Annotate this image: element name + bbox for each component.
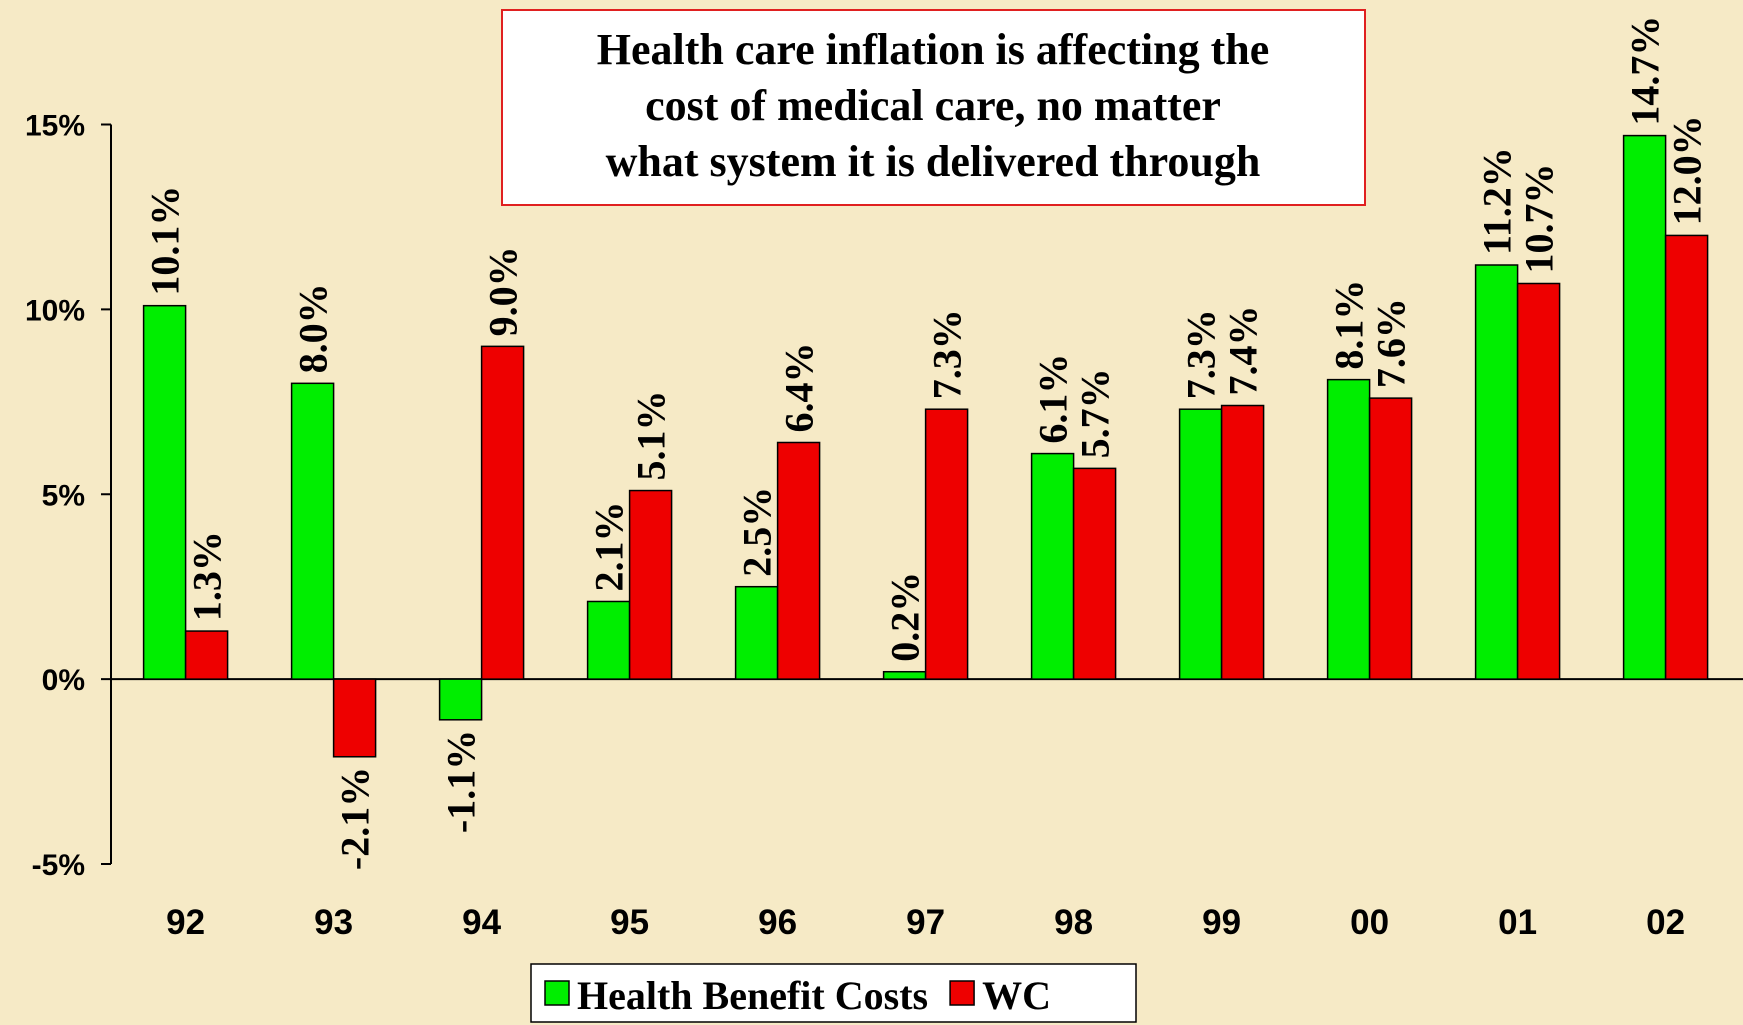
data-label: 0.2% [883, 572, 928, 662]
data-label: 5.7% [1073, 368, 1118, 458]
data-label: 6.4% [777, 342, 822, 432]
title-box [501, 9, 1366, 206]
bar [332, 678, 377, 758]
y-tick-label: 5% [42, 479, 85, 512]
data-label: 5.1% [629, 391, 674, 481]
data-label: 7.6% [1369, 298, 1414, 388]
data-label: 7.3% [925, 309, 970, 399]
y-tick-label: -5% [32, 849, 85, 882]
chart-title: what system it is delivered through [606, 137, 1261, 186]
data-label: 6.1% [1031, 354, 1076, 444]
x-tick-label: 99 [1202, 903, 1241, 942]
data-label: 8.1% [1327, 280, 1372, 370]
bar [290, 382, 335, 680]
x-tick-label: 01 [1498, 903, 1537, 942]
x-tick-label: 02 [1646, 903, 1685, 942]
bar [628, 489, 673, 680]
legend-swatch [949, 980, 975, 1006]
x-tick-label: 94 [462, 903, 501, 942]
bar [1220, 404, 1265, 680]
bar [924, 408, 969, 680]
legend-label: WC [982, 973, 1051, 1018]
x-tick-label: 96 [758, 903, 797, 942]
legend-label: Health Benefit Costs [577, 973, 928, 1018]
bar [776, 441, 821, 680]
x-tick-label: 00 [1350, 903, 1389, 942]
bar [184, 630, 229, 680]
data-label: 10.7% [1517, 163, 1562, 273]
bar [1030, 452, 1075, 680]
bar [1474, 264, 1519, 680]
plot: -5% 0% 5% 10% 15% 92 10.1% 1.3% 93 8.0% -2.1% 94 -1.… [25, 16, 1743, 942]
y-tick-label: 10% [25, 294, 85, 327]
x-tick-label: 95 [610, 903, 649, 942]
bar [1368, 397, 1413, 680]
data-label: 2.1% [587, 501, 632, 591]
bar [1664, 234, 1709, 680]
data-label: 7.3% [1179, 309, 1224, 399]
chart-title: cost of medical care, no matter [645, 81, 1221, 130]
data-label: -2.1% [333, 767, 378, 870]
bar [142, 304, 187, 680]
bar [1326, 378, 1371, 680]
title: Health care inflation is affecting the co… [597, 25, 1270, 186]
x-tick-label: 93 [314, 903, 353, 942]
legend-swatch [544, 980, 570, 1006]
bar [1622, 134, 1667, 680]
data-label: 7.4% [1221, 306, 1266, 396]
bar [1178, 408, 1223, 680]
bar [1516, 282, 1561, 680]
data-label: 9.0% [481, 246, 526, 336]
bar [882, 670, 927, 680]
legend-box [530, 963, 1137, 1023]
y-tick-label: 0% [42, 664, 85, 697]
data-label: 1.3% [185, 531, 230, 621]
data-label: -1.1% [439, 730, 484, 833]
chart-title: Health care inflation is affecting the [597, 25, 1270, 74]
bar [1072, 467, 1117, 680]
data-label: 11.2% [1475, 147, 1520, 255]
data-label: 8.0% [291, 283, 336, 373]
data-label: 10.1% [143, 186, 188, 296]
x-tick-label: 98 [1054, 903, 1093, 942]
bar [480, 345, 525, 680]
data-label: 14.7% [1623, 16, 1668, 126]
bar [586, 600, 631, 680]
data-label: 2.5% [735, 487, 780, 577]
data-label: 12.0% [1665, 115, 1710, 225]
y-tick-label: 15% [25, 110, 85, 143]
legend: Health Benefit Costs WC [530, 963, 1137, 1023]
bar [438, 678, 483, 721]
bar [734, 585, 779, 680]
x-tick-label: 92 [166, 903, 205, 942]
x-tick-label: 97 [906, 903, 945, 942]
